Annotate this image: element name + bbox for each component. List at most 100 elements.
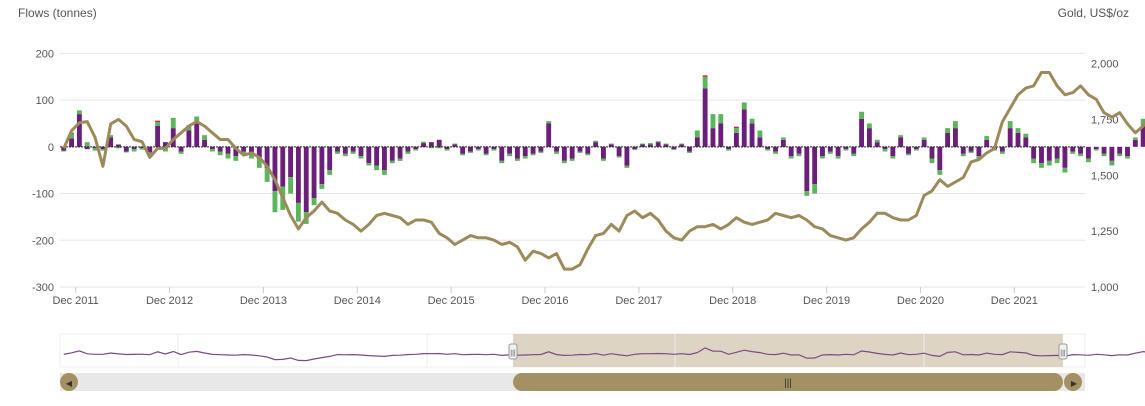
flow-bar-purple — [194, 123, 200, 147]
flow-bar-green — [976, 156, 982, 159]
flow-bar-green — [773, 151, 778, 154]
flow-bar-green — [288, 177, 294, 194]
x-tick-label: Dec 2011 — [53, 295, 99, 307]
flow-bar-purple — [342, 146, 348, 154]
flow-bar-green — [358, 156, 364, 159]
flow-bar-green — [327, 170, 333, 175]
x-tick-label: Dec 2012 — [146, 295, 193, 307]
scrollbar[interactable]: ||| ◀ ▶ — [60, 373, 1085, 391]
flow-bar-green — [147, 152, 153, 155]
navigator-selected-range[interactable] — [513, 334, 1063, 367]
flow-bar-purple — [773, 146, 778, 152]
flow-bar-purple — [616, 146, 622, 157]
flow-bar-green — [780, 137, 786, 140]
flow-bar-green — [202, 135, 207, 140]
navigator-handle-left[interactable]: ||| — [508, 343, 518, 360]
flow-bar-purple — [507, 146, 513, 154]
flow-bar-purple — [960, 146, 966, 154]
x-tick-label: Dec 2013 — [240, 295, 287, 307]
flow-bar-purple — [288, 146, 294, 178]
flow-bar-green — [1078, 153, 1083, 157]
navigator-handle-left-box[interactable] — [508, 343, 518, 360]
flow-bar-purple — [1007, 128, 1013, 147]
flow-bar-green — [233, 156, 239, 161]
flow-bar-green — [342, 153, 348, 157]
flow-bar-purple — [202, 139, 207, 147]
flow-bar-green — [1132, 137, 1138, 140]
flow-bar-green — [765, 149, 771, 151]
flow-bar-green — [1140, 118, 1145, 126]
flow-bar-purple — [710, 128, 716, 147]
flow-bar-green — [953, 121, 958, 129]
left-tick-label: 100 — [36, 95, 54, 107]
flow-bar-purple — [921, 139, 927, 147]
flow-bar-green — [679, 143, 685, 145]
navigator-handle-right[interactable]: ||| — [1058, 343, 1068, 360]
flow-bar-purple — [186, 130, 192, 147]
gold-price-line — [62, 71, 1145, 271]
flow-bar-green — [968, 151, 974, 153]
flow-bar-green — [92, 148, 98, 151]
flow-bar-green — [1007, 121, 1013, 129]
flow-bar-purple — [311, 146, 317, 199]
flow-bar-purple — [913, 146, 919, 150]
flow-bar-purple — [859, 118, 864, 147]
flow-bar-purple — [374, 146, 380, 166]
flow-bar-purple — [319, 146, 325, 185]
flow-bar-red — [734, 126, 739, 129]
flow-bar-purple — [663, 144, 669, 147]
flow-bar-green — [116, 146, 121, 149]
flow-bar-purple — [452, 144, 458, 147]
flow-bar-purple — [444, 146, 450, 150]
x-tick-label: Dec 2018 — [709, 295, 756, 307]
right-tick-label: 1,500 — [1091, 170, 1119, 182]
navigator-handle-right-box[interactable] — [1058, 343, 1068, 360]
flow-bar-purple — [428, 142, 434, 147]
flow-bar-green — [929, 158, 935, 164]
flow-bar-purple — [163, 142, 168, 147]
scrollbar-thumb[interactable] — [513, 373, 1063, 391]
flow-bar-green — [1125, 156, 1130, 159]
flow-bar-green — [186, 126, 192, 131]
flow-bar-green — [616, 156, 622, 158]
flow-bar-purple — [780, 139, 786, 147]
flow-bar-purple — [84, 146, 90, 150]
flow-bar-purple — [499, 146, 505, 161]
flow-bar-green — [624, 165, 630, 168]
flow-bar-purple — [788, 146, 794, 157]
flow-bar-purple — [1101, 146, 1107, 154]
scrollbar-grip-icon: ||| — [784, 378, 792, 389]
flow-bar-purple — [726, 146, 732, 150]
flow-bar-purple — [647, 144, 653, 147]
flow-bar-green — [945, 128, 951, 133]
scroll-left-arrow-icon: ◀ — [66, 379, 73, 388]
flow-bar-green — [843, 149, 849, 151]
flow-bar-purple — [851, 146, 857, 154]
flow-bar-green — [389, 160, 395, 164]
flow-bar-purple — [1054, 146, 1060, 159]
flow-bar-purple — [1062, 146, 1068, 168]
flow-bar-purple — [1093, 146, 1099, 150]
flow-bar-green — [131, 149, 137, 152]
scrollbar-right-button[interactable] — [1064, 373, 1082, 391]
flow-bar-purple — [640, 144, 645, 147]
flow-bar-green — [757, 130, 763, 138]
flow-bar-purple — [217, 146, 223, 152]
scrollbar-left-button[interactable] — [60, 373, 78, 391]
x-tick-label: Dec 2016 — [521, 295, 568, 307]
flow-bar-purple — [100, 146, 106, 150]
flow-bar-purple — [155, 125, 161, 147]
flow-bar-green — [788, 156, 794, 159]
flow-bar-purple — [460, 146, 466, 154]
flow-bar-green — [687, 151, 692, 153]
flow-bar-purple — [874, 142, 880, 147]
flow-bar-green — [921, 137, 927, 140]
flow-bar-green — [851, 153, 857, 157]
flow-bar-purple — [1031, 146, 1037, 159]
flow-bar-purple — [413, 146, 419, 150]
flow-bar-green — [155, 122, 161, 126]
navigator-handle-right-grip: ||| — [1060, 350, 1066, 357]
flow-bar-green — [311, 198, 317, 206]
navigator[interactable]: ||| ||| — [59, 333, 1145, 368]
